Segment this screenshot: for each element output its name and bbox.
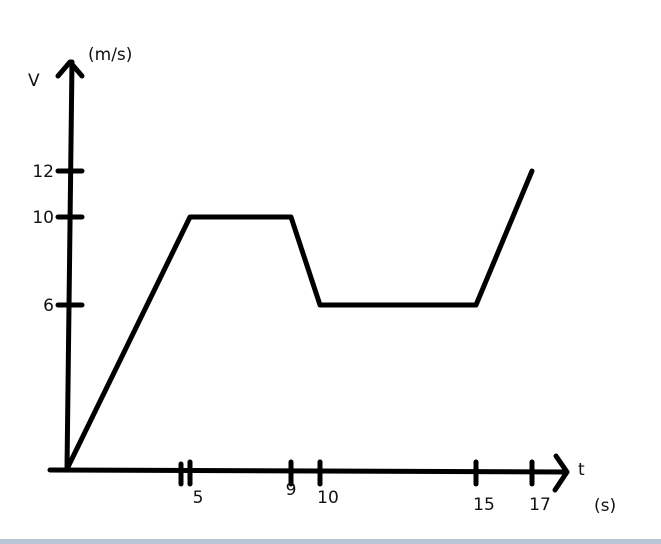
x-tick-label: 5 [193, 488, 204, 508]
y-tick-label: 12 [32, 162, 54, 182]
x-axis-unit: (s) [594, 496, 616, 516]
y-axis-line [64, 59, 75, 472]
axes [47, 59, 570, 493]
labels: V (m/s) t (s) [28, 45, 616, 516]
y-axis-arrow [55, 59, 85, 79]
x-axis-arrow [552, 453, 570, 493]
x-axis-label: t [578, 460, 585, 480]
series [64, 168, 535, 472]
y-axis-label: V [28, 71, 40, 91]
x-tick-label: 9 [286, 480, 297, 500]
ticks: 5 9 10 15 17 6 10 12 [32, 162, 550, 515]
y-tick-label: 10 [32, 208, 54, 228]
x-tick-label: 10 [317, 488, 339, 508]
x-axis-line [47, 467, 568, 475]
x-tick-label: 15 [473, 495, 495, 515]
y-axis-unit: (m/s) [88, 45, 132, 65]
velocity-line [64, 168, 535, 472]
bottom-bar [0, 539, 661, 544]
y-tick-label: 6 [43, 296, 54, 316]
x-tick-label: 17 [529, 495, 551, 515]
